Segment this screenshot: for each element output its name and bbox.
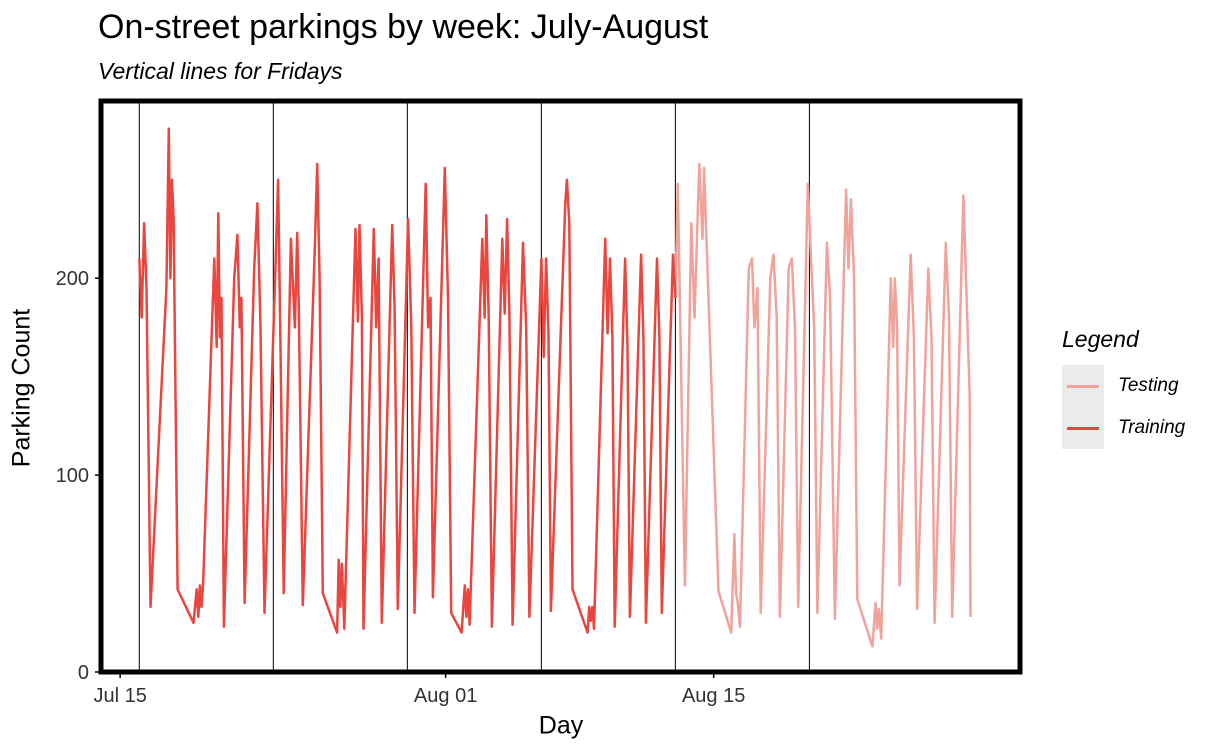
x-tick-label-2: Aug 15: [682, 685, 745, 707]
legend-item-training: Training: [1062, 407, 1185, 449]
x-tick-label-0: Jul 15: [93, 685, 146, 707]
series-line-testing: [674, 162, 972, 648]
friday-vertical-lines: [138, 101, 810, 672]
legend-label-testing: Testing: [1118, 375, 1179, 396]
legend-label-training: Training: [1118, 417, 1186, 438]
chart-title: On-street parkings by week: July-August: [98, 8, 709, 46]
axis-ticks: 0 100 200 Jul 15 Aug 01 Aug 15: [56, 268, 746, 707]
y-tick-label-200: 200: [56, 268, 89, 290]
x-tick-label-1: Aug 01: [414, 685, 477, 707]
legend-item-testing: Testing: [1062, 365, 1185, 407]
legend-swatch-testing: [1067, 385, 1099, 388]
y-tick-label-0: 0: [78, 662, 89, 684]
y-tick-label-100: 100: [56, 465, 89, 487]
panel-border: [98, 98, 1023, 675]
legend-swatch-training: [1067, 427, 1099, 430]
legend-key-training: [1062, 407, 1104, 449]
x-axis-label: Day: [538, 711, 584, 740]
legend: Legend Testing Training: [1062, 326, 1185, 449]
series-line-training: [138, 127, 677, 634]
y-axis-label: Parking Count: [7, 308, 36, 468]
series-lines: [138, 127, 972, 648]
chart-subtitle: Vertical lines for Fridays: [98, 58, 343, 84]
legend-title: Legend: [1062, 326, 1139, 352]
legend-key-testing: [1062, 365, 1104, 407]
